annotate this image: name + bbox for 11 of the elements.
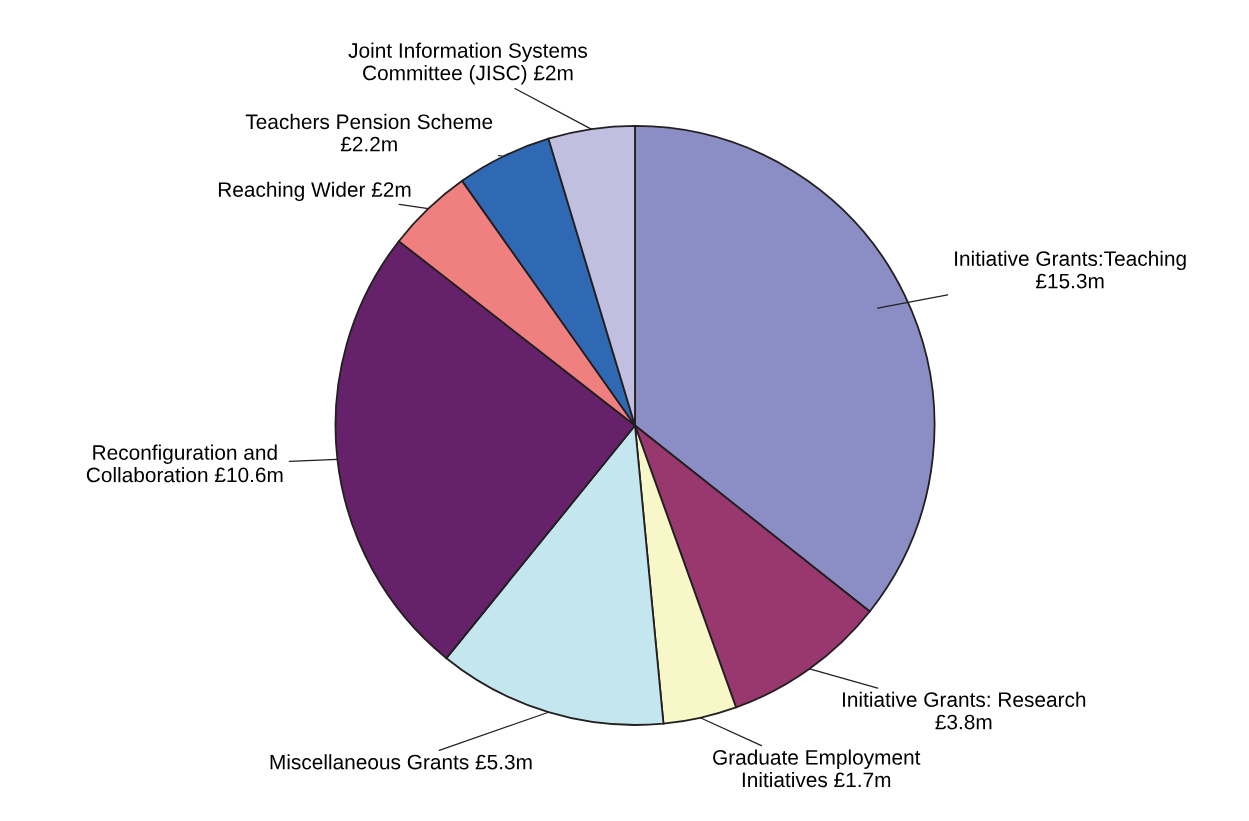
slice-label: Initiative Grants:Teaching <box>955 250 1186 271</box>
slice-label: Reconfiguration and Collaboration £10.6m <box>86 444 283 483</box>
slice-label: Graduate Employment Initiatives £1.7m <box>713 749 921 788</box>
slice-label: Miscellaneous Grants £5.3m <box>270 754 532 770</box>
slice-label: Teachers Pension Scheme <box>245 113 493 130</box>
slice-label: Initiative Grants: Research <box>842 691 1086 707</box>
data-label: £3.8m <box>935 714 992 730</box>
data-label: £15.3m <box>1035 273 1104 289</box>
slice-label: Joint Information Systems Committee (JISC) £2m <box>348 42 588 85</box>
slice-label: Reaching Wider £2m <box>218 181 411 202</box>
data-label: £2.2m <box>340 136 397 152</box>
